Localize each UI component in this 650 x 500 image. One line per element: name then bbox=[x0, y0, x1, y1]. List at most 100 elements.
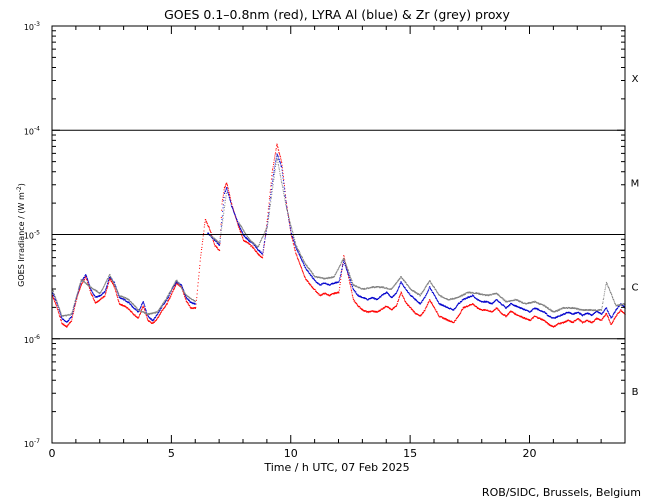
data-point bbox=[273, 159, 275, 161]
data-point bbox=[347, 273, 349, 275]
data-point bbox=[341, 269, 343, 271]
data-point bbox=[502, 304, 504, 306]
data-point bbox=[107, 280, 109, 282]
data-point bbox=[310, 284, 312, 286]
data-point bbox=[395, 283, 397, 285]
data-point bbox=[57, 311, 59, 313]
data-point bbox=[280, 176, 282, 178]
data-point bbox=[81, 283, 83, 285]
data-point bbox=[387, 293, 389, 295]
data-point bbox=[166, 296, 168, 298]
data-point bbox=[192, 302, 194, 304]
data-point bbox=[382, 294, 384, 296]
data-point bbox=[241, 231, 243, 233]
data-point bbox=[393, 286, 395, 288]
data-point bbox=[181, 288, 183, 290]
data-point bbox=[355, 292, 357, 294]
data-point bbox=[436, 291, 438, 293]
data-point bbox=[56, 307, 58, 309]
data-point bbox=[338, 267, 340, 269]
data-point bbox=[619, 311, 621, 313]
data-point bbox=[136, 316, 138, 318]
data-point bbox=[538, 303, 540, 305]
data-point bbox=[62, 315, 64, 317]
data-point bbox=[371, 296, 373, 298]
data-point bbox=[506, 300, 508, 302]
data-point bbox=[503, 298, 505, 300]
data-point bbox=[610, 324, 612, 326]
data-point bbox=[499, 302, 501, 304]
data-point bbox=[184, 294, 186, 296]
data-point bbox=[491, 302, 493, 304]
data-point bbox=[564, 321, 566, 323]
data-point bbox=[60, 315, 62, 317]
data-point bbox=[589, 309, 591, 311]
data-point bbox=[273, 170, 275, 172]
data-point bbox=[269, 189, 271, 191]
data-point bbox=[287, 210, 288, 212]
data-point bbox=[54, 294, 56, 296]
data-point bbox=[75, 300, 77, 302]
data-point bbox=[295, 253, 297, 255]
data-point bbox=[614, 318, 616, 320]
data-point bbox=[148, 316, 150, 318]
data-point bbox=[259, 243, 261, 245]
data-point bbox=[388, 308, 390, 310]
data-point bbox=[119, 297, 121, 299]
data-point bbox=[300, 257, 302, 259]
data-point bbox=[420, 292, 422, 294]
data-point bbox=[298, 251, 300, 253]
data-point bbox=[537, 302, 539, 304]
data-point bbox=[359, 306, 361, 308]
data-point bbox=[422, 290, 424, 292]
data-point bbox=[406, 290, 408, 292]
data-point bbox=[593, 312, 595, 314]
data-point bbox=[272, 168, 274, 170]
data-point bbox=[143, 301, 145, 303]
data-point bbox=[235, 218, 237, 220]
data-point bbox=[248, 238, 250, 240]
data-point bbox=[545, 306, 547, 308]
data-point bbox=[551, 310, 553, 312]
data-point bbox=[441, 316, 443, 318]
data-point bbox=[434, 307, 436, 309]
data-point bbox=[226, 184, 228, 186]
data-point bbox=[349, 276, 351, 278]
data-point bbox=[160, 311, 162, 313]
data-point bbox=[563, 321, 565, 323]
data-point bbox=[280, 157, 282, 159]
data-point bbox=[204, 221, 206, 223]
data-point bbox=[200, 252, 202, 254]
data-point bbox=[271, 175, 273, 177]
data-point bbox=[169, 296, 171, 298]
data-point bbox=[275, 159, 277, 161]
data-point bbox=[123, 305, 125, 307]
data-point bbox=[155, 319, 157, 321]
data-point bbox=[400, 276, 402, 278]
data-point bbox=[80, 279, 82, 280]
data-point bbox=[519, 316, 521, 318]
data-point bbox=[373, 298, 375, 300]
data-point bbox=[251, 246, 253, 248]
data-point bbox=[218, 243, 220, 245]
data-point bbox=[282, 176, 284, 178]
data-point bbox=[451, 298, 453, 300]
data-point bbox=[281, 169, 283, 171]
data-point bbox=[296, 246, 298, 248]
data-point bbox=[295, 247, 297, 249]
data-point bbox=[309, 284, 311, 286]
data-point bbox=[340, 262, 342, 264]
data-point bbox=[350, 280, 352, 282]
data-point bbox=[512, 300, 514, 302]
data-point bbox=[593, 320, 595, 322]
data-point bbox=[264, 241, 266, 243]
data-point bbox=[434, 295, 436, 297]
data-point bbox=[311, 272, 313, 274]
data-point bbox=[345, 267, 347, 269]
data-point bbox=[255, 244, 257, 246]
data-point bbox=[304, 275, 306, 277]
data-point bbox=[79, 284, 81, 286]
data-point bbox=[96, 296, 98, 298]
data-point bbox=[414, 291, 416, 293]
data-point bbox=[528, 303, 530, 305]
